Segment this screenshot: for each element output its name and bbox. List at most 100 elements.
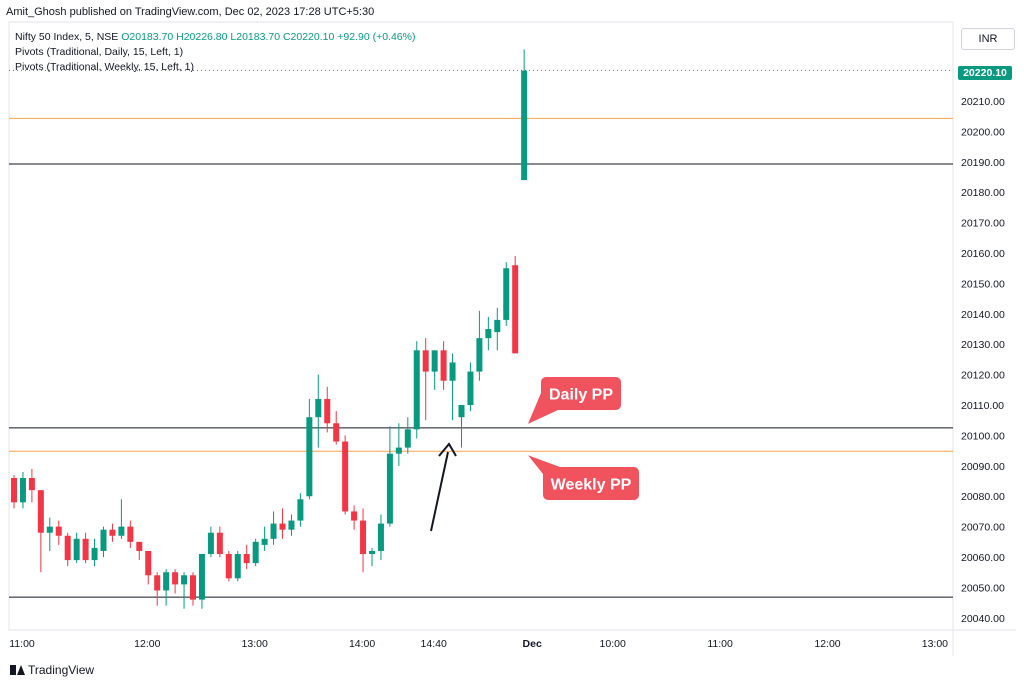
y-tick-label: 20170.00 <box>961 218 1005 230</box>
annotations-layer: Daily PP Weekly PP <box>430 377 639 532</box>
ohlc-values: O20183.70 H20226.80 L20183.70 C20220.10 … <box>121 31 416 43</box>
candle-body <box>503 268 510 320</box>
candle-body <box>431 350 438 372</box>
arrow-head-icon <box>438 442 457 457</box>
candles-layer <box>11 49 528 609</box>
candle-body <box>279 523 286 530</box>
candle-body <box>11 478 17 503</box>
annotation-arrow-line <box>430 451 449 532</box>
callout-label: Daily PP <box>549 387 613 404</box>
x-tick-label: 11:00 <box>9 638 35 650</box>
candle-body <box>64 535 71 561</box>
callout-label: Weekly PP <box>551 477 632 494</box>
candle-body <box>225 554 232 579</box>
candle-body <box>288 520 295 530</box>
candle-body <box>377 523 384 551</box>
candle-body <box>100 529 107 551</box>
candle-body <box>198 554 205 600</box>
candle-body <box>521 70 528 181</box>
y-tick-label: 20130.00 <box>961 339 1005 351</box>
callout-box <box>543 467 639 500</box>
candle-body <box>333 423 340 442</box>
candle-body <box>181 575 188 585</box>
candle-body <box>118 526 125 536</box>
candle-body <box>234 554 241 579</box>
indicator-daily-pivots[interactable]: Pivots (Traditional, Daily, 15, Left, 1) <box>15 46 184 58</box>
callout-weekly-pp: Weekly PP <box>528 455 639 500</box>
y-tick-label: 20050.00 <box>961 582 1005 594</box>
chart-grid <box>8 21 1016 656</box>
x-tick-label: 14:40 <box>421 638 447 650</box>
pivot-lines <box>9 69 953 598</box>
candle-body <box>154 575 161 591</box>
candle-body <box>512 265 519 354</box>
symbol-label: Nifty 50 Index, 5, NSE <box>15 31 119 43</box>
candle-body <box>395 447 402 454</box>
y-tick-label: 20090.00 <box>961 461 1005 473</box>
y-tick-label: 20060.00 <box>961 552 1005 564</box>
candle-body <box>55 526 62 536</box>
candle-body <box>351 511 358 521</box>
candle-body <box>324 398 331 424</box>
candle-body <box>306 417 313 497</box>
candle-body <box>485 329 492 339</box>
candle-body <box>82 538 89 561</box>
candle-body <box>494 319 501 333</box>
y-tick-label: 20140.00 <box>961 309 1005 321</box>
y-tick-label: 20200.00 <box>961 126 1005 138</box>
y-axis: 20040.00 20050.00 20060.00 20070.00 20080.00… <box>961 96 1005 625</box>
candle-body <box>91 547 98 561</box>
callout-daily-pp: Daily PP <box>528 377 621 424</box>
x-tick-label: 13:00 <box>242 638 268 650</box>
candle-body <box>46 526 53 533</box>
candle-body <box>216 532 223 554</box>
x-axis: 11:00 12:00 13:00 14:00 14:40 Dec 10:00 11:00 12… <box>9 638 948 650</box>
x-tick-label: 10:00 <box>600 638 626 650</box>
candle-body <box>207 532 214 554</box>
y-tick-label: 20040.00 <box>961 613 1005 625</box>
candle-body <box>297 499 304 521</box>
y-tick-label: 20180.00 <box>961 187 1005 199</box>
y-tick-label: 20150.00 <box>961 278 1005 290</box>
x-tick-label: 11:00 <box>707 638 733 650</box>
candle-body <box>243 554 250 564</box>
brand-label: TradingView <box>28 663 95 677</box>
currency-button[interactable]: INR <box>961 28 1015 50</box>
tradingview-logo-icon <box>10 665 25 675</box>
candle-body <box>145 550 152 576</box>
chart-legend: Nifty 50 Index, 5, NSE O20183.70 H20226.… <box>15 30 415 75</box>
candle-body <box>28 478 35 491</box>
x-tick-label: 12:00 <box>134 638 160 650</box>
candle-body <box>109 529 116 536</box>
candle-body <box>422 350 429 372</box>
candle-body <box>440 350 447 381</box>
x-tick-label: 12:00 <box>814 638 840 650</box>
tradingview-brand[interactable]: TradingView <box>10 663 94 677</box>
candle-body <box>261 538 268 545</box>
candle-body <box>172 572 179 585</box>
candle-body <box>37 490 44 533</box>
y-tick-label: 20210.00 <box>961 96 1005 108</box>
candle-body <box>386 453 393 524</box>
candle-body <box>163 572 170 591</box>
candle-body <box>19 478 26 503</box>
candle-body <box>449 362 456 381</box>
y-tick-label: 20120.00 <box>961 370 1005 382</box>
candle-body <box>360 520 367 554</box>
publisher-line: Amit_Ghosh published on TradingView.com,… <box>6 6 375 18</box>
candle-body <box>136 541 143 551</box>
candle-body <box>476 338 483 372</box>
y-tick-label: 20100.00 <box>961 430 1005 442</box>
y-tick-label: 20070.00 <box>961 522 1005 534</box>
indicator-weekly-pivots[interactable]: Pivots (Traditional, Weekly, 15, Left, 1… <box>15 61 194 73</box>
candle-body <box>270 523 277 539</box>
candle-body <box>413 350 420 430</box>
candle-body <box>127 526 134 542</box>
x-tick-label: 13:00 <box>922 638 948 650</box>
last-price-badge: 20220.10 <box>958 66 1012 80</box>
candle-body <box>73 538 80 561</box>
plot-border <box>8 21 954 631</box>
candle-body <box>404 429 411 448</box>
y-tick-label: 20160.00 <box>961 248 1005 260</box>
